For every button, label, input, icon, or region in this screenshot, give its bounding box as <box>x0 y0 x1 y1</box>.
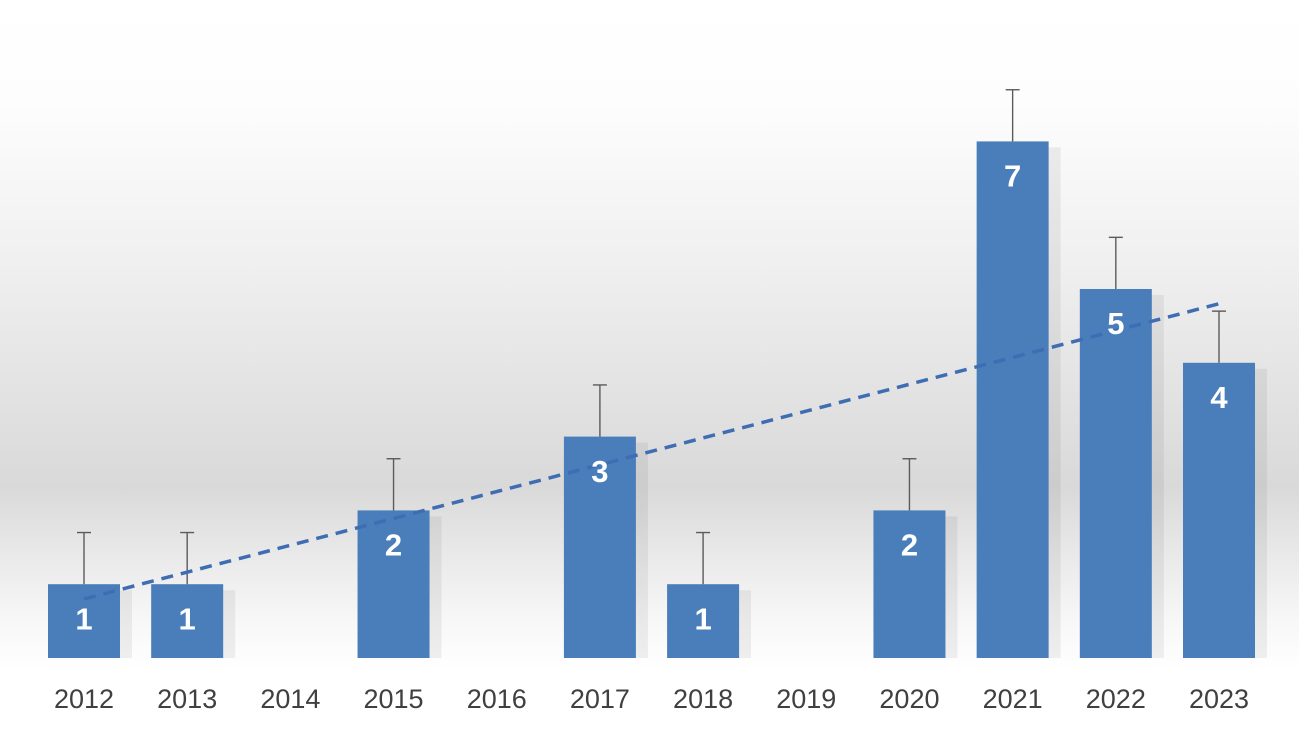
x-tick-label-2018: 2018 <box>673 684 733 714</box>
x-tick-label-2016: 2016 <box>467 684 527 714</box>
x-tick-label-2014: 2014 <box>260 684 320 714</box>
bar-2013 <box>151 584 224 658</box>
x-axis-labels: 2012 2013 2014 2015 2016 2017 2018 2019 2020 2021… <box>54 684 1249 714</box>
data-label-group: 1 1 2 3 1 2 7 5 4 <box>75 159 1228 637</box>
x-tick-label-2015: 2015 <box>364 684 424 714</box>
x-tick-label-2023: 2023 <box>1189 684 1249 714</box>
x-tick-label-2019: 2019 <box>776 684 836 714</box>
bar-2017 <box>563 436 636 658</box>
data-label-2015: 2 <box>385 528 402 563</box>
bar-group <box>48 141 1255 658</box>
trendline <box>83 302 1220 601</box>
x-tick-label-2013: 2013 <box>157 684 217 714</box>
bar-2023 <box>1183 362 1255 658</box>
data-label-2017: 3 <box>591 454 608 489</box>
bar-2020 <box>873 510 946 658</box>
x-tick-label-2017: 2017 <box>570 684 630 714</box>
data-label-2018: 1 <box>694 601 711 636</box>
data-label-2021: 7 <box>1004 159 1021 194</box>
bar-2021 <box>976 141 1049 658</box>
data-label-2012: 1 <box>75 601 92 636</box>
data-label-2022: 5 <box>1107 306 1124 341</box>
bar-2012 <box>48 584 120 658</box>
data-label-2020: 2 <box>901 528 918 563</box>
data-label-2013: 1 <box>179 601 196 636</box>
bar-2022 <box>1079 289 1152 658</box>
bar-2015 <box>357 510 430 658</box>
x-tick-label-2021: 2021 <box>983 684 1043 714</box>
x-tick-label-2012: 2012 <box>54 684 114 714</box>
error-bar-group <box>77 89 1226 585</box>
x-tick-label-2020: 2020 <box>879 684 939 714</box>
data-label-2023: 4 <box>1210 380 1228 415</box>
x-tick-label-2022: 2022 <box>1086 684 1146 714</box>
bar-2018 <box>667 584 740 658</box>
